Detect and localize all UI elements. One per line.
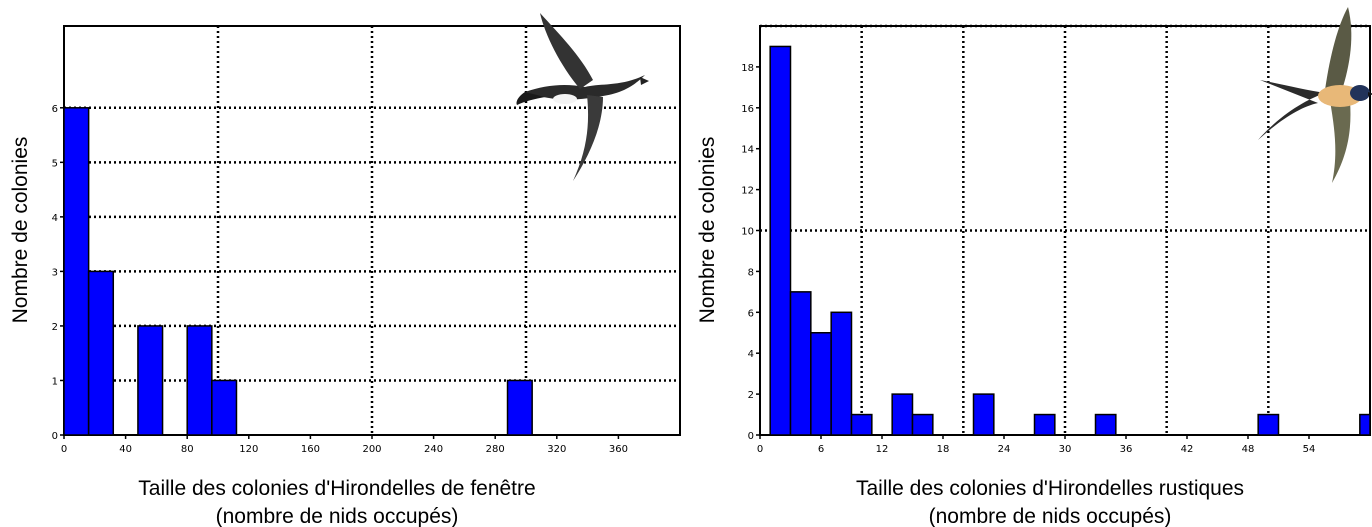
x-tick-label: 48 [1242, 444, 1255, 455]
y-tick-label: 5 [52, 158, 58, 169]
y-tick-label: 0 [52, 431, 58, 442]
x-tick-label: 54 [1303, 444, 1316, 455]
x-tick-label: 240 [424, 444, 443, 455]
bar [1094, 413, 1117, 436]
bar [506, 379, 533, 436]
x-axis-title: Taille des colonies d'Hirondelles rustiq… [856, 477, 1244, 500]
x-tick-label: 18 [937, 444, 950, 455]
bar [211, 379, 238, 436]
x-tick-label: 360 [609, 444, 628, 455]
bar [891, 393, 914, 436]
y-tick-label: 0 [748, 431, 754, 442]
bars [769, 45, 1371, 436]
x-tick-label: 12 [876, 444, 889, 455]
y-tick-label: 6 [52, 104, 58, 115]
y-axis-title: Nombre de colonies [9, 137, 32, 324]
x-tick-label: 0 [61, 444, 67, 455]
x-tick-label: 80 [181, 444, 194, 455]
bar [137, 325, 164, 436]
x-axis-title: Taille des colonies d'Hirondelles de fen… [138, 477, 535, 500]
x-tick-label: 0 [757, 444, 763, 455]
y-tick-label: 18 [741, 63, 754, 74]
bar [789, 291, 812, 436]
bar [63, 107, 90, 436]
x-tick-label: 30 [1059, 444, 1072, 455]
x-tick-label: 160 [301, 444, 320, 455]
chart-house-martin: 0 40 80 120 160 200 240 280 320 360 0 1 2 3 4 5 6 Taill… [9, 13, 681, 527]
y-ticks: 0 1 2 3 4 5 6 [52, 104, 64, 442]
x-ticks: 0 40 80 120 160 200 240 280 320 360 [61, 435, 628, 455]
bar [972, 393, 995, 436]
bar [911, 413, 934, 436]
x-tick-label: 24 [998, 444, 1011, 455]
bar [810, 332, 832, 436]
bar [850, 413, 873, 436]
y-axis-title: Nombre de colonies [696, 137, 719, 324]
x-axis-subtitle: (nombre de nids occupés) [929, 505, 1172, 527]
y-tick-label: 2 [748, 390, 754, 401]
bar [1257, 413, 1280, 436]
y-tick-label: 10 [741, 227, 754, 238]
x-tick-label: 200 [362, 444, 381, 455]
y-tick-label: 6 [748, 308, 754, 319]
x-axis-subtitle: (nombre de nids occupés) [216, 505, 459, 527]
y-tick-label: 16 [741, 104, 754, 115]
y-tick-label: 2 [52, 322, 58, 333]
bars [63, 107, 533, 436]
y-ticks: 0 2 4 6 8 10 12 14 16 18 [741, 63, 760, 442]
y-tick-label: 14 [741, 145, 754, 156]
x-tick-label: 120 [239, 444, 258, 455]
bar [1359, 413, 1371, 436]
bar [1033, 413, 1056, 436]
x-tick-label: 42 [1181, 444, 1194, 455]
x-tick-label: 320 [547, 444, 566, 455]
bar [769, 45, 792, 436]
y-tick-label: 3 [52, 267, 58, 278]
x-tick-label: 280 [486, 444, 505, 455]
barn-swallow-bird-image [1258, 7, 1372, 183]
y-tick-label: 4 [52, 213, 58, 224]
y-tick-label: 8 [748, 267, 754, 278]
bar [830, 311, 853, 436]
y-tick-label: 1 [52, 376, 58, 387]
x-tick-label: 40 [119, 444, 132, 455]
grid-lines [760, 24, 1370, 435]
grid-lines [64, 26, 680, 435]
bar [186, 325, 213, 436]
y-tick-label: 12 [741, 186, 754, 197]
x-tick-label: 36 [1120, 444, 1133, 455]
y-tick-label: 4 [748, 349, 754, 360]
x-ticks: 0 6 12 18 24 30 36 42 48 54 [757, 435, 1316, 455]
house-martin-bird-image [516, 13, 649, 181]
bar [87, 270, 115, 436]
x-tick-label: 6 [818, 444, 824, 455]
